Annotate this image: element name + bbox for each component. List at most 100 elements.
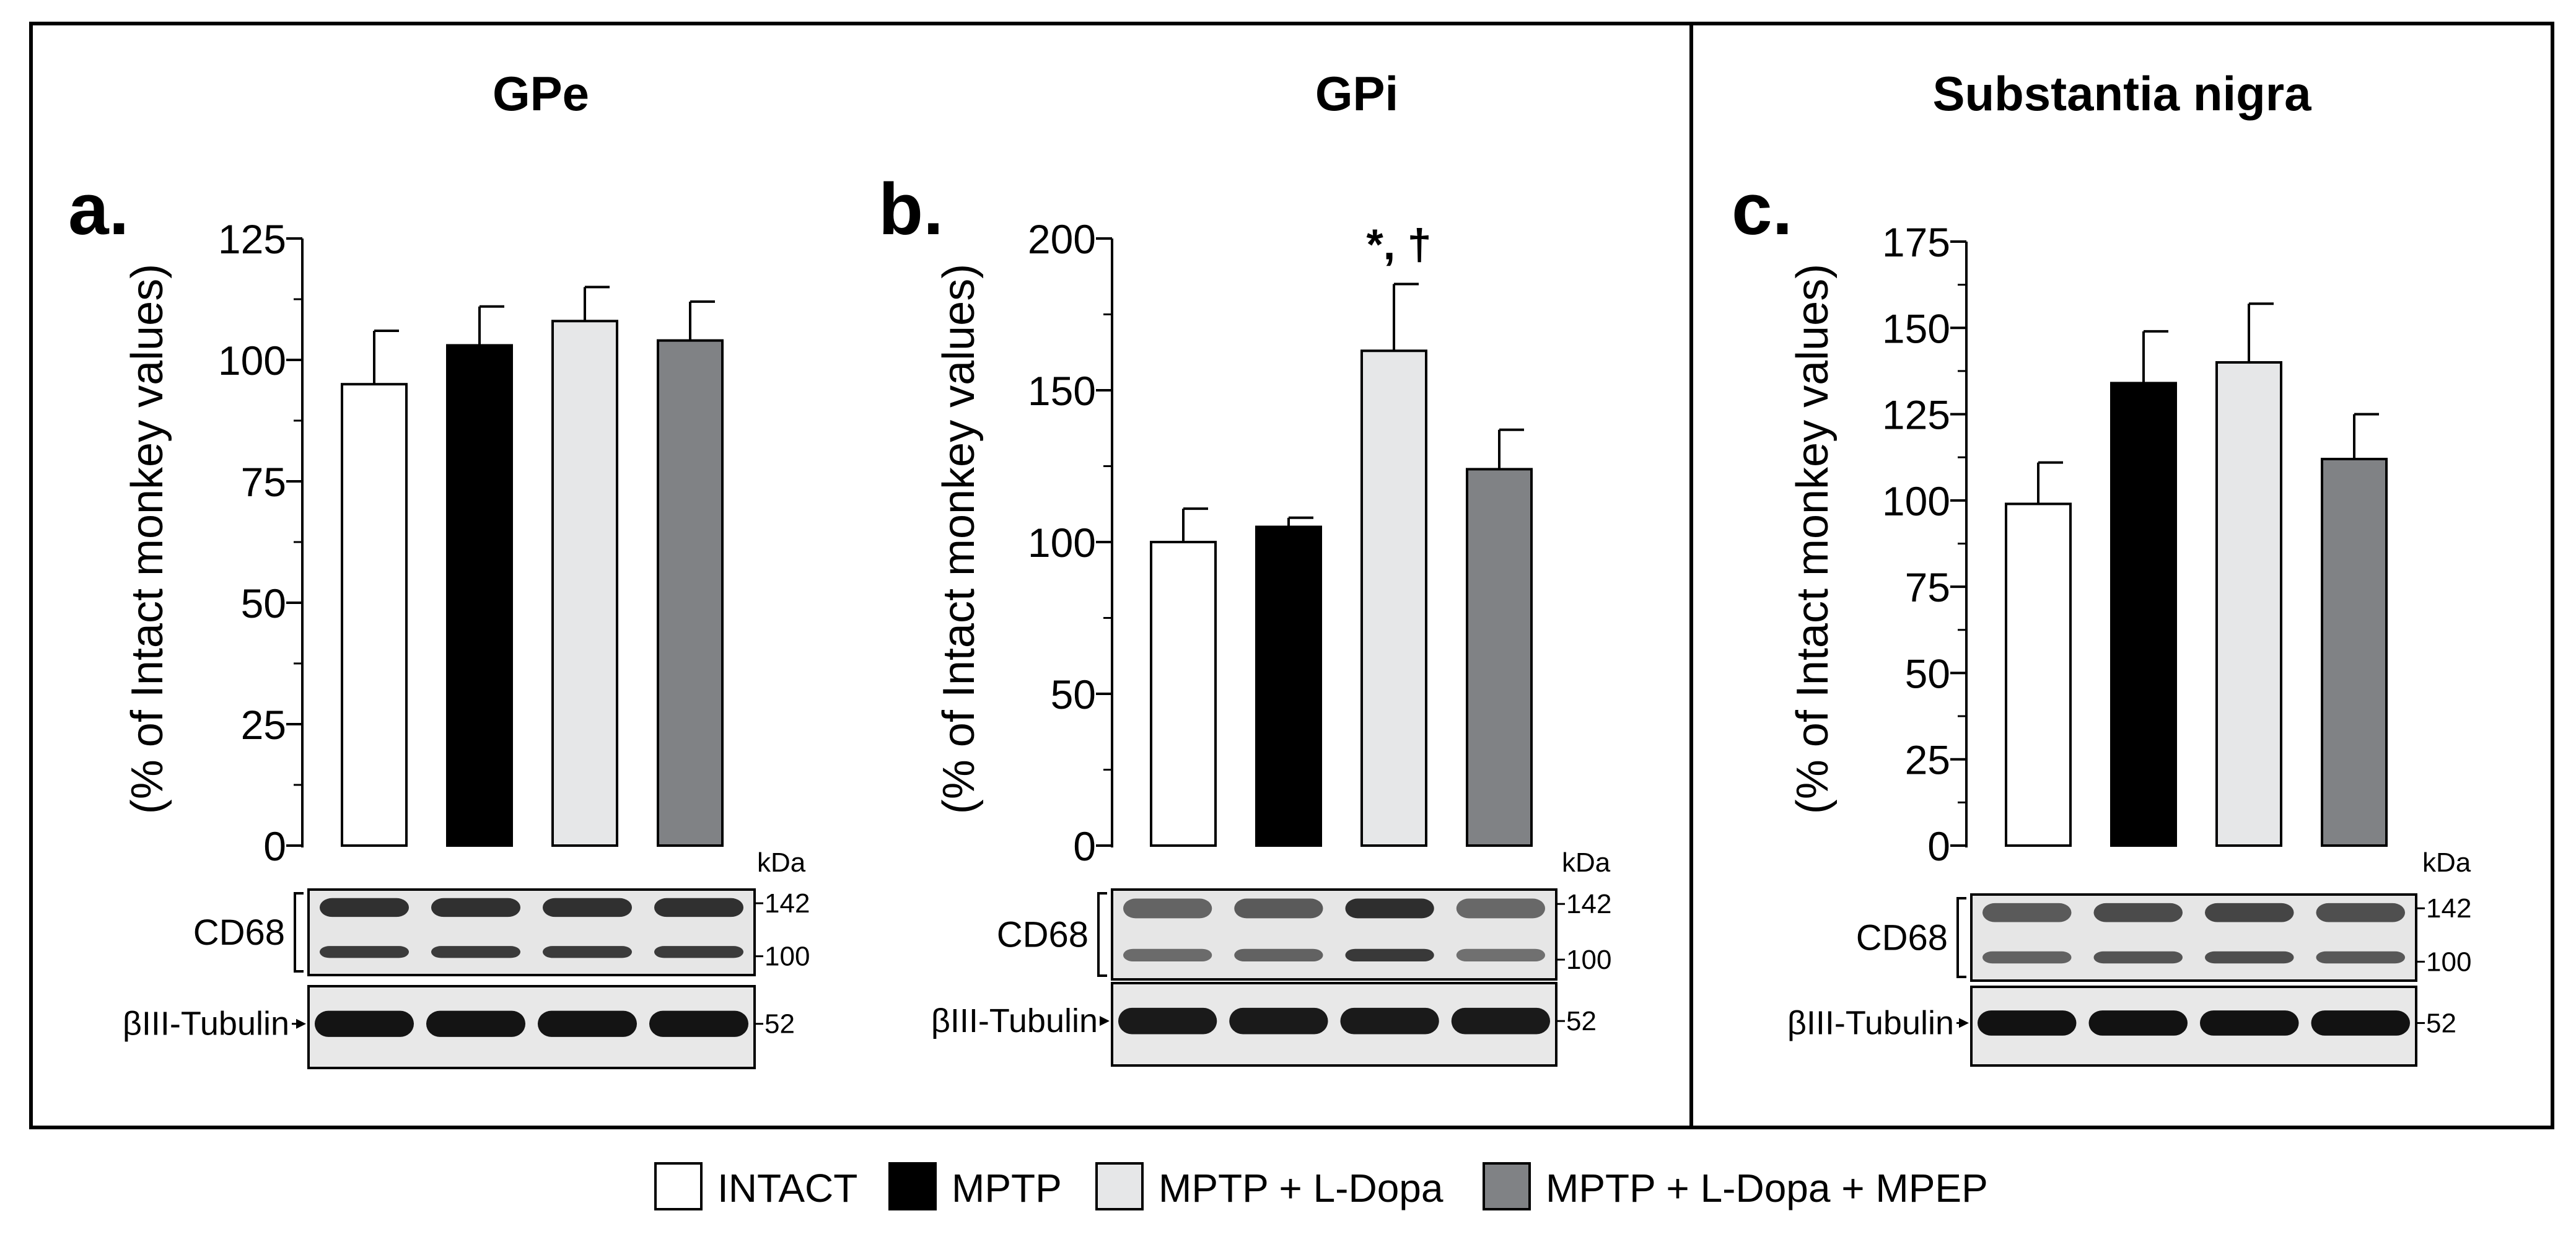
- panel-a: GPe a. (% of Intact monkey values) 0 25 50 75 1…: [68, 66, 810, 1069]
- cd68-bracket: [294, 892, 304, 973]
- legend: INTACT MPTP MPTP + L-Dopa MPTP + L-Dopa + M…: [654, 1162, 1988, 1210]
- y-tick-label: 25: [241, 702, 286, 748]
- cd68-band-142: [1234, 898, 1323, 919]
- frame-right: [1689, 22, 2554, 1129]
- bar-3: [2321, 458, 2388, 847]
- y-tick-label: 150: [1882, 305, 1950, 351]
- cd68-band-142: [431, 898, 520, 917]
- tubulin-band: [1340, 1007, 1439, 1035]
- legend-label-1: MPTP: [952, 1166, 1062, 1210]
- legend-label-2: MPTP + L-Dopa: [1159, 1166, 1444, 1210]
- y-axis-label: (% of Intact monkey values): [123, 264, 172, 814]
- legend-swatch-1: [888, 1162, 937, 1210]
- cd68-label: CD68: [1856, 918, 1948, 958]
- cd68-band-142: [2316, 903, 2405, 922]
- tubulin-band: [426, 1010, 525, 1037]
- marker-label: 100: [764, 942, 810, 972]
- panel-label: c.: [1732, 168, 1792, 250]
- y-tick-label: 0: [1927, 823, 1950, 869]
- y-tick-label: 100: [1882, 478, 1950, 524]
- legend-label-3: MPTP + L-Dopa + MPEP: [1546, 1166, 1988, 1210]
- cd68-bracket: [1956, 897, 1966, 978]
- panel-title: GPi: [1315, 66, 1398, 121]
- cd68-band-142: [1123, 898, 1212, 919]
- cd68-band-100: [2316, 951, 2405, 964]
- legend-swatch-2: [1095, 1162, 1144, 1210]
- marker-label: 142: [764, 888, 810, 919]
- marker-label: 142: [1566, 889, 1611, 919]
- cd68-band-100: [2093, 951, 2183, 964]
- legend-swatch-0: [654, 1162, 703, 1210]
- cd68-band-100: [1345, 948, 1434, 961]
- tubulin-arrow-head: [1959, 1018, 1969, 1028]
- y-tick-label: 0: [1073, 823, 1096, 869]
- y-tick-label: 125: [1882, 392, 1950, 438]
- tubulin-arrow-head: [1100, 1016, 1110, 1026]
- panel-c: Substantia nigra c. (% of Intact monkey va…: [1732, 66, 2471, 1067]
- cd68-band-142: [1345, 898, 1434, 919]
- cd68-band-142: [1982, 903, 2072, 922]
- tubulin-label: βIII-Tubulin: [1787, 1004, 1954, 1041]
- cd68-label: CD68: [193, 912, 285, 953]
- cd68-band-142: [654, 898, 743, 917]
- bar-3: [1466, 468, 1533, 847]
- cd68-label: CD68: [997, 915, 1089, 955]
- y-tick-label: 200: [1028, 216, 1096, 262]
- tubulin-band: [315, 1010, 414, 1037]
- cd68-band-100: [1123, 948, 1212, 961]
- tubulin-band: [1118, 1007, 1217, 1035]
- tubulin-band: [1451, 1007, 1550, 1035]
- bar-2: [551, 320, 618, 847]
- y-tick-label: 50: [1051, 672, 1096, 717]
- cd68-band-142: [2205, 903, 2294, 922]
- tubulin-band: [2311, 1010, 2410, 1036]
- tubulin-arrow-head: [296, 1018, 306, 1029]
- y-tick-label: 125: [218, 216, 286, 262]
- bar-3: [657, 339, 724, 847]
- cd68-band-100: [2205, 951, 2294, 964]
- marker-label: 52: [1566, 1006, 1597, 1036]
- bar-2: [2215, 361, 2282, 847]
- cd68-band-100: [431, 946, 520, 958]
- cd68-band-100: [320, 946, 409, 958]
- tubulin-label: βIII-Tubulin: [123, 1005, 289, 1043]
- y-tick-label: 25: [1905, 737, 1950, 783]
- cd68-band-100: [654, 946, 743, 958]
- legend-label-0: INTACT: [717, 1166, 857, 1210]
- y-tick-label: 0: [263, 823, 286, 869]
- kda-label: kDa: [2422, 847, 2471, 878]
- cd68-band-100: [543, 946, 632, 958]
- y-tick-label: 50: [241, 580, 286, 626]
- cd68-band-142: [2093, 903, 2183, 922]
- bar-0: [2005, 502, 2072, 847]
- y-tick-label: 175: [1882, 219, 1950, 265]
- kda-label: kDa: [757, 847, 806, 878]
- cd68-band-142: [543, 898, 632, 917]
- panel-title: Substantia nigra: [1932, 66, 2311, 121]
- tubulin-band: [538, 1010, 637, 1037]
- tubulin-band: [1978, 1010, 2077, 1036]
- cd68-band-100: [1982, 951, 2072, 964]
- marker-label: 52: [764, 1009, 795, 1039]
- bar-1: [446, 344, 513, 847]
- cd68-band-142: [1456, 898, 1545, 919]
- bar-0: [341, 383, 408, 847]
- y-tick-label: 100: [1028, 520, 1096, 566]
- cd68-band-100: [1456, 948, 1545, 961]
- marker-label: 100: [2426, 947, 2471, 977]
- marker-label: 142: [2426, 893, 2471, 924]
- tubulin-label: βIII-Tubulin: [931, 1002, 1098, 1039]
- y-tick-label: 75: [241, 459, 286, 505]
- y-tick-label: 100: [218, 338, 286, 383]
- bar-0: [1150, 541, 1217, 847]
- panel-label: a.: [68, 168, 129, 250]
- marker-label: 100: [1566, 945, 1611, 975]
- bar-1: [1255, 525, 1322, 847]
- y-axis-label: (% of Intact monkey values): [1788, 264, 1838, 814]
- y-tick-label: 50: [1905, 650, 1950, 696]
- significance-annotation: *, †: [1366, 221, 1431, 269]
- marker-label: 52: [2426, 1008, 2456, 1038]
- bar-1: [2110, 382, 2177, 847]
- y-tick-label: 150: [1028, 368, 1096, 414]
